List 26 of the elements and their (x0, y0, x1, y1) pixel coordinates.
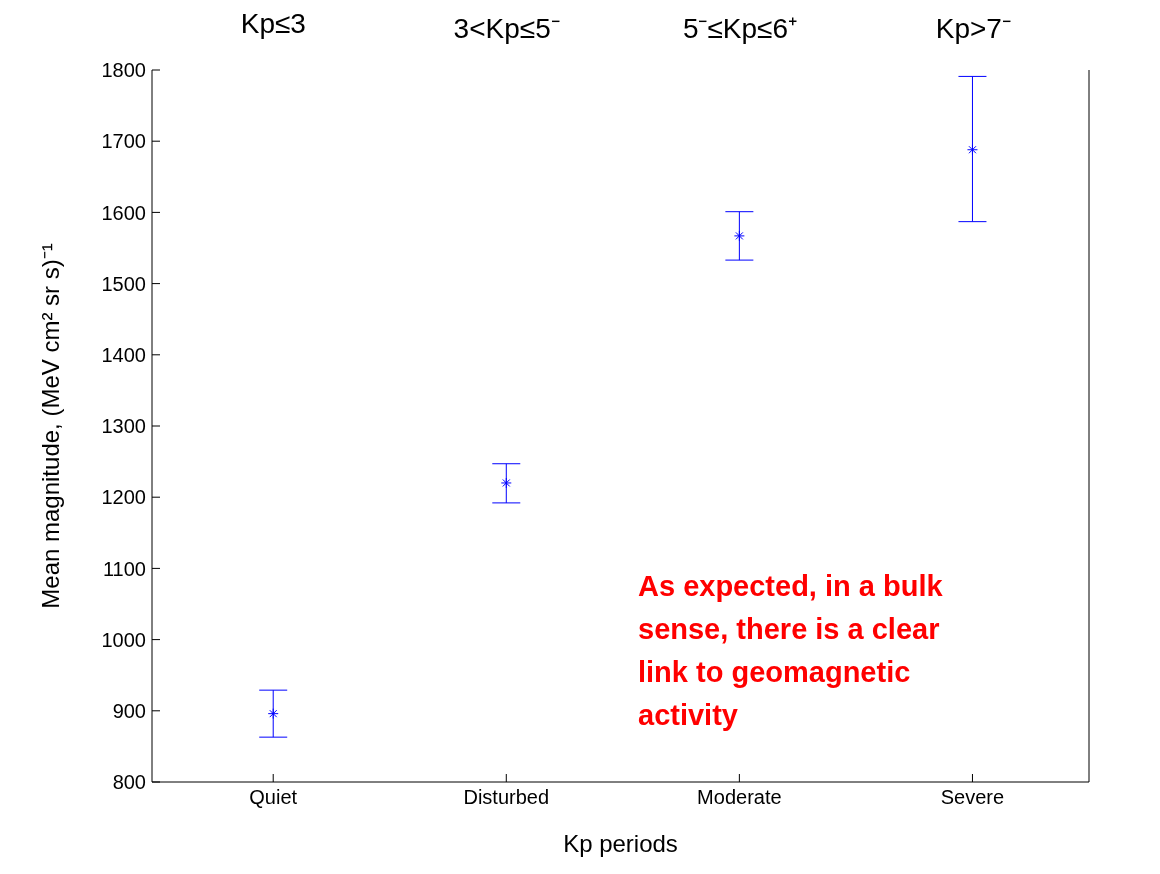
y-axis-title: Mean magnitude, (MeV cm² sr s)⁻¹ (36, 243, 64, 609)
point (500, 477, 512, 489)
y-tick-label: 800 (112, 771, 146, 794)
x-tick-label: Quiet (249, 786, 298, 809)
x-tick-label: Disturbed (463, 786, 550, 809)
y-tick-label: 1700 (101, 130, 146, 153)
text: 3<Kp≤5⁻ (452, 12, 561, 46)
y-tick-label: 1300 (101, 415, 146, 438)
y-tick-label: 1000 (101, 628, 146, 651)
y-tick-label: 1200 (101, 486, 146, 509)
point (267, 708, 279, 720)
x-tick-label: Severe (940, 786, 1005, 809)
y-tick-label: 1800 (101, 59, 146, 82)
text: 5⁻≤Kp≤6⁺ (681, 12, 799, 46)
y-tick-label: 1400 (101, 343, 146, 366)
y-tick-label: 1500 (101, 272, 146, 295)
point (966, 144, 978, 156)
point (733, 230, 745, 242)
y-tick-label: 900 (112, 699, 146, 722)
x-axis-title: Kp periods (563, 830, 678, 857)
text: Kp>7⁻ (934, 12, 1012, 46)
annotation: As expected, in a bulk sense, there is a clear link to geomagnetic activity (638, 569, 944, 733)
y-tick-label: 1100 (102, 557, 146, 580)
text: Kp≤3 (239, 8, 307, 40)
x-tick-label: Moderate (697, 786, 782, 809)
y-tick-label: 1600 (101, 201, 146, 224)
